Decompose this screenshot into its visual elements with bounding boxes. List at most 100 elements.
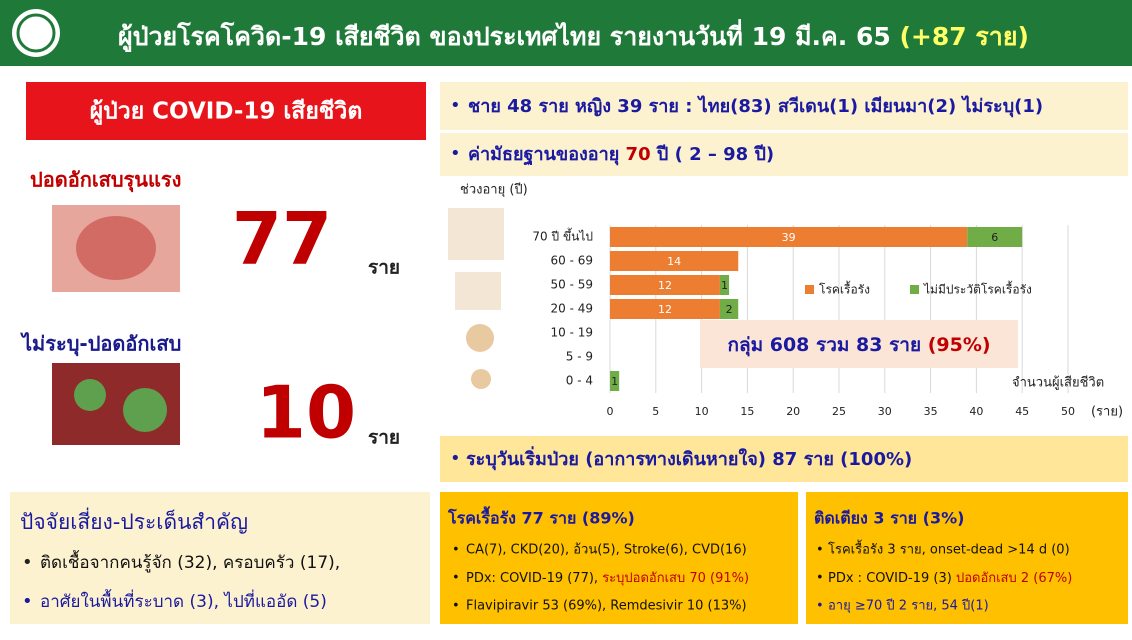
bedridden-title: ติดเตียง 3 ราย (3%) [814,509,964,528]
x-tick-label: 10 [695,405,709,418]
pneumonia-label: ปอดอักเสบรุนแรง [30,168,181,193]
bedridden-item2-highlight: ปอดอักเสบ 2 (67%) [956,571,1072,586]
virus [123,388,167,432]
x-tick-label: 50 [1061,405,1075,418]
bullet: • [452,543,460,558]
risk-item: อาศัยในพื้นที่ระบาด (3), ไปที่แออัด (5) [40,589,327,612]
bar-segment [610,275,720,295]
x-tick-label: 45 [1015,405,1029,418]
median-age: ค่ามัธยฐานของอายุ 70 ปี ( 2 – 98 ปี) [468,144,774,166]
unit: ราย [368,257,400,279]
bullet: • [22,591,33,612]
median-suffix: ปี ( 2 – 98 ปี) [656,144,775,165]
x-tick-label: 0 [607,405,614,418]
header-title: ผู้ป่วยโรคโควิด-19 เสียชีวิต ของประเทศไท… [118,19,1029,53]
x-tick-label: 5 [652,405,659,418]
bedridden-item: โรคเรื้อรัง 3 ราย, onset-dead >14 d (0) [828,540,1070,558]
y-tick-label: 70 ปี ขึ้นไป [532,228,593,244]
bullet: • [816,571,824,586]
bullet: • [816,599,824,614]
bullet: • [816,543,824,558]
x-tick-label: 30 [878,405,892,418]
virus [74,379,106,411]
x-axis-title: จำนวนผู้เสียชีวิต [1012,375,1104,391]
lung-shape [76,216,156,280]
legend-swatch [910,285,919,294]
y-tick-label: 5 - 9 [566,350,593,364]
bar-segment [610,299,720,319]
icon-elderly [448,208,504,260]
chart: กลุ่ม 608 รวม 83 ราย (95%) ช่วงอายุ (ปี)… [448,182,1123,420]
icon-baby [471,369,491,389]
onset-text: ระบุวันเริ่มป่วย (อาการทางเดินหายใจ) 87 … [466,446,912,471]
banner [26,82,426,140]
bar-segment [719,299,739,319]
bar-segment [610,371,620,391]
y-tick-label: 0 - 4 [566,374,593,388]
median-value: 70 [626,144,651,165]
sex-nationality: ชาย 48 ราย หญิง 39 ราย : ไทย(83) สวีเดน(… [468,95,1043,118]
bullet: • [452,571,460,586]
icon-adults [455,272,501,310]
logo-ring [16,13,56,53]
bar-segment [719,275,730,295]
risk-box [10,492,430,624]
x-tick-label: 25 [832,405,846,418]
unit: ราย [368,427,400,449]
chronic-item: Flavipiravir 53 (69%), Remdesivir 10 (13… [466,599,747,614]
annotation-highlight: (95%) [928,334,991,356]
x-tick-label: 35 [924,405,938,418]
title-highlight: (+87 ราย) [899,22,1028,51]
bullet: • [450,143,461,164]
legend-swatch [805,285,814,294]
legend-label: โรคเรื้อรัง [819,281,870,297]
pneumonia-count: 77 [232,197,332,281]
icon-child [466,324,494,352]
y-axis-title: ช่วงอายุ (ปี) [460,182,528,198]
risk-item: ติดเชื้อจากคนรู้จัก (32), ครอบครัว (17), [40,550,340,573]
bedridden-item: PDx : COVID-19 (3) ปอดอักเสบ 2 (67%) [828,571,1072,586]
chronic-item: CA(7), CKD(20), อ้วน(5), Stroke(6), CVD(… [466,543,747,558]
x-tick-label: 15 [740,405,754,418]
legend-label: ไม่มีประวัติโรคเรื้อรัง [923,281,1032,297]
bedridden-item2: PDx : COVID-19 (3) [828,571,952,586]
bullet: • [22,552,33,573]
chronic-title: โรคเรื้อรัง 77 ราย (89%) [447,506,635,528]
unknown-label: ไม่ระบุ-ปอดอักเสบ [20,332,181,357]
y-tick-label: 50 - 59 [551,278,594,292]
data-label: 1 [721,279,728,292]
chronic-box [440,492,798,624]
onset-box [440,436,1128,482]
annotation-box [700,320,1018,368]
data-label: 2 [726,303,733,316]
title-text: ผู้ป่วยโรคโควิด-19 เสียชีวิต ของประเทศไท… [118,19,891,53]
banner-text: ผู้ป่วย COVID-19 เสียชีวิต [90,99,363,126]
chronic-item: PDx: COVID-19 (77), ระบุปอดอักเสบ 70 (91… [466,571,749,586]
chronic-item2: PDx: COVID-19 (77), [466,571,598,586]
unknown-count: 10 [256,371,356,455]
annotation: กลุ่ม 608 รวม 83 ราย (95%) [727,334,990,357]
data-label: 12 [658,279,672,292]
data-label: 12 [658,303,672,316]
bedridden-item: อายุ ≥70 ปี 2 ราย, 54 ปี(1) [828,598,989,614]
header-bar [0,0,1132,66]
x-axis-unit: (ราย) [1091,405,1123,420]
bar-segment [967,227,1023,247]
bar-segment [610,251,739,271]
annotation-text: กลุ่ม 608 รวม 83 ราย [727,334,921,357]
summary-box [440,82,1128,130]
x-tick-label: 20 [786,405,800,418]
y-tick-label: 60 - 69 [551,254,594,268]
bedridden-box [806,492,1128,624]
bullet: • [450,95,461,116]
median-prefix: ค่ามัธยฐานของอายุ [468,144,619,166]
bullet: • [452,599,460,614]
risk-title: ปัจจัยเสี่ยง-ประเด็นสำคัญ [20,507,248,534]
chronic-item2-highlight: ระบุปอดอักเสบ 70 (91%) [602,571,749,586]
data-label: 6 [991,231,998,244]
data-label: 1 [611,375,618,388]
y-tick-label: 20 - 49 [551,302,594,316]
bullet: • [450,448,461,469]
